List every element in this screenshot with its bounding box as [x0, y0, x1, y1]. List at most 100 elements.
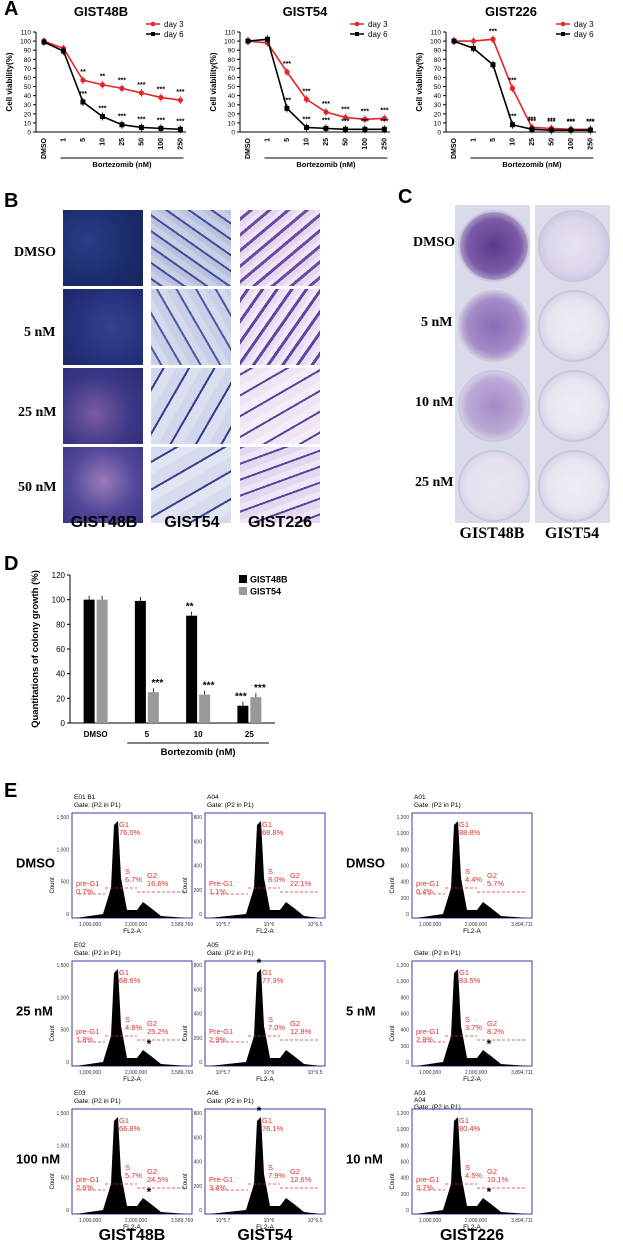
data-point	[362, 126, 368, 132]
y-tick-label: 100	[52, 596, 66, 605]
g2-label: 10.1%	[487, 1175, 509, 1184]
data-point	[245, 38, 251, 44]
micrograph-gist48b-50nm	[63, 447, 143, 523]
col-label: GIST226	[440, 1227, 504, 1244]
g1-label: G1	[119, 1116, 129, 1125]
gate-label: Gate: (P2 in P1)	[74, 950, 121, 957]
row-label-right: 5 nM	[346, 1004, 376, 1019]
y-tick-label: 20	[24, 111, 32, 118]
x-tick-label: 25	[323, 138, 330, 146]
significance-label: ***	[586, 119, 594, 126]
x-axis-label: FL2-A	[256, 928, 274, 935]
data-point	[80, 99, 86, 105]
pre-g1-label: pre-G1	[76, 879, 99, 888]
significance-label: ***	[79, 91, 87, 98]
x-axis-label: FL2-A	[463, 928, 481, 935]
legend-marker	[355, 32, 359, 36]
y-tick-label: 500	[61, 880, 70, 886]
pre-g1-label: 2.9%	[209, 1035, 226, 1044]
significance-label: **	[100, 74, 106, 81]
y-tick-label: 800	[401, 1143, 410, 1149]
panel-b: DMSO 5 nM 25 nM 50 nM GIST48B GIST54 GIS…	[0, 205, 380, 535]
panel-b-row-label-25nm: 25 nM	[18, 405, 57, 420]
row-label-left: 25 nM	[16, 1004, 53, 1019]
x-axis-label: FL2-A	[123, 1224, 141, 1231]
significance-label: ***	[254, 683, 266, 694]
significance-label: **	[80, 69, 86, 76]
panel-c-row-label-10nm: 10 nM	[415, 395, 454, 410]
micrograph-gist226-25nm	[240, 368, 320, 444]
panel-e-cell-cycle-histograms: DMSO 25 nM 100 nM DMSO 5 nM 10 nM GIST48B GIST5…	[16, 794, 533, 1244]
y-tick-label: 90	[434, 48, 442, 55]
plot-header: E02	[74, 942, 86, 949]
significance-label: ***	[137, 116, 145, 123]
y-axis-label: Cell viability(%)	[209, 52, 218, 111]
gate-label: Gate: (P2 in P1)	[414, 1104, 461, 1111]
g2-label: G2	[290, 1167, 300, 1176]
y-tick-label: 60	[228, 75, 236, 82]
y-tick-label: 600	[194, 987, 203, 993]
s-label: 4.6%	[125, 1023, 142, 1032]
colony-dish-gist48b-dmso	[458, 210, 530, 282]
y-tick-label: 40	[228, 93, 236, 100]
line-chart-0: GIST48B Cell viability(%) 0 10 20 30 40 50 60 70 8…	[5, 4, 186, 169]
y-tick-label: 80	[24, 57, 32, 64]
s-label: 8.0%	[268, 875, 285, 884]
y-tick-label: 90	[24, 48, 32, 55]
pre-g1-label: pre-G1	[76, 1027, 99, 1036]
data-point	[323, 109, 329, 115]
x-tick-label: 10^6.5	[308, 1218, 323, 1224]
s-label: S	[268, 1015, 273, 1024]
data-point	[119, 122, 125, 128]
x-tick-label: 10^6	[264, 1218, 275, 1224]
s-label: 7.9%	[268, 1171, 285, 1180]
bar-GIST48B	[134, 600, 146, 723]
x-tick-label: 50	[342, 138, 349, 146]
x-tick-label: DMSO	[451, 137, 458, 159]
x-tick-label: 250	[381, 138, 388, 150]
y-tick-label: 0	[406, 912, 409, 918]
pre-g1-label: 2.6%	[76, 1183, 93, 1192]
legend-label: day 3	[368, 20, 388, 29]
plot-header: A03	[414, 1090, 426, 1097]
x-axis-label: FL2-A	[463, 1076, 481, 1083]
significance-star: *	[147, 1185, 152, 1199]
legend-swatch	[239, 575, 247, 583]
series-line-day-3	[454, 38, 591, 131]
data-point	[41, 39, 47, 45]
pre-g1-label: pre-G1	[416, 879, 439, 888]
data-point	[138, 90, 145, 96]
y-tick-label: 800	[194, 1111, 203, 1117]
y-axis-label: Cell viability(%)	[5, 52, 14, 111]
plot-header: A04	[414, 1097, 426, 1104]
g1-label: 76.0%	[119, 828, 141, 837]
legend-marker	[150, 21, 156, 27]
gate-label: Gate: (P2 in P1)	[207, 802, 254, 809]
panel-b-row-label-50nm: 50 nM	[18, 480, 57, 495]
data-point	[119, 85, 125, 91]
data-point	[264, 36, 270, 42]
y-tick-label: 30	[24, 102, 32, 109]
y-tick-label: 0	[199, 1208, 202, 1214]
significance-label: ***	[528, 116, 536, 123]
x-tick-label: 2,000,000	[465, 1218, 487, 1224]
y-tick-label: 0	[406, 1208, 409, 1214]
g2-label: 24.5%	[147, 1175, 169, 1184]
data-point	[568, 127, 574, 133]
x-tick-label: 10	[509, 138, 516, 146]
histogram-area	[209, 1117, 321, 1214]
x-tick-label: DMSO	[245, 137, 252, 159]
line-chart-1: GIST54 Cell viability(%) 0 10 20 30 40 50 60 70 80…	[209, 4, 390, 169]
significance-label: ***	[203, 681, 215, 692]
g2-label: G2	[290, 871, 300, 880]
data-point	[99, 114, 105, 120]
data-point	[509, 85, 516, 91]
data-point	[490, 36, 496, 42]
y-tick-label: 500	[61, 1028, 70, 1034]
significance-label: ***	[322, 101, 330, 108]
series-line-day-3	[247, 40, 385, 121]
significance-label: ***	[508, 77, 516, 84]
y-tick-label: 200	[194, 888, 203, 894]
